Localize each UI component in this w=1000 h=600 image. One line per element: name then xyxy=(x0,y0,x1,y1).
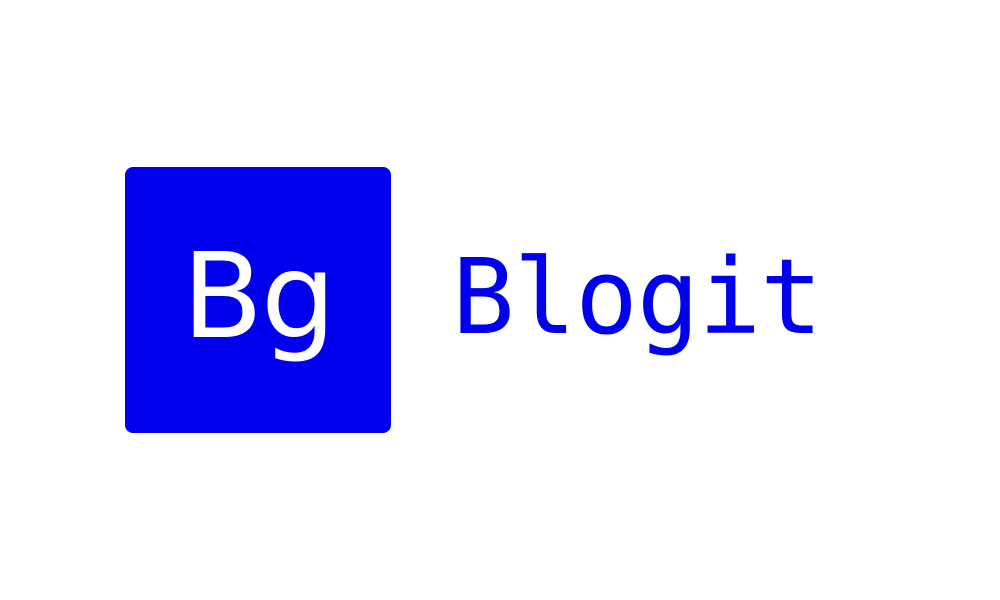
logo-mark-text: Bg xyxy=(182,227,336,365)
logo-mark: Bg xyxy=(125,167,391,433)
logo-wordmark: Blogit xyxy=(452,236,823,358)
